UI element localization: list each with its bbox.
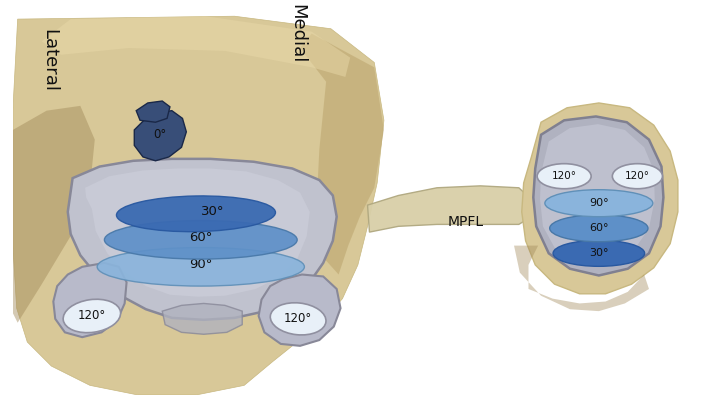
Text: 0°: 0° (153, 128, 167, 141)
Polygon shape (13, 106, 94, 323)
Polygon shape (42, 16, 350, 77)
Polygon shape (514, 246, 649, 311)
Ellipse shape (550, 215, 648, 242)
Ellipse shape (97, 248, 305, 286)
Text: 30°: 30° (201, 205, 224, 218)
Ellipse shape (104, 220, 297, 259)
Polygon shape (134, 111, 186, 161)
Polygon shape (136, 101, 170, 122)
Polygon shape (13, 16, 384, 395)
Text: 120°: 120° (552, 171, 577, 181)
Polygon shape (522, 103, 678, 294)
Ellipse shape (271, 303, 326, 335)
Text: 90°: 90° (189, 258, 212, 271)
Polygon shape (300, 34, 384, 275)
Polygon shape (258, 275, 341, 346)
Polygon shape (53, 263, 126, 337)
Text: Lateral: Lateral (40, 29, 58, 92)
Polygon shape (162, 303, 242, 334)
Text: 120°: 120° (284, 312, 312, 325)
Text: MPFL: MPFL (448, 214, 484, 229)
Ellipse shape (63, 299, 121, 333)
Polygon shape (540, 124, 655, 264)
Ellipse shape (553, 240, 645, 266)
Polygon shape (533, 117, 663, 275)
Text: 30°: 30° (589, 248, 608, 258)
Ellipse shape (116, 196, 275, 232)
Text: 60°: 60° (589, 223, 608, 233)
Text: 120°: 120° (78, 309, 106, 322)
Polygon shape (368, 186, 531, 232)
Ellipse shape (545, 190, 652, 217)
Text: 60°: 60° (189, 231, 212, 245)
Text: 90°: 90° (589, 198, 608, 208)
Polygon shape (67, 159, 337, 320)
Text: 120°: 120° (625, 171, 650, 181)
Text: Medial: Medial (288, 4, 306, 63)
Polygon shape (85, 169, 310, 297)
Ellipse shape (612, 164, 662, 189)
Ellipse shape (537, 164, 591, 189)
